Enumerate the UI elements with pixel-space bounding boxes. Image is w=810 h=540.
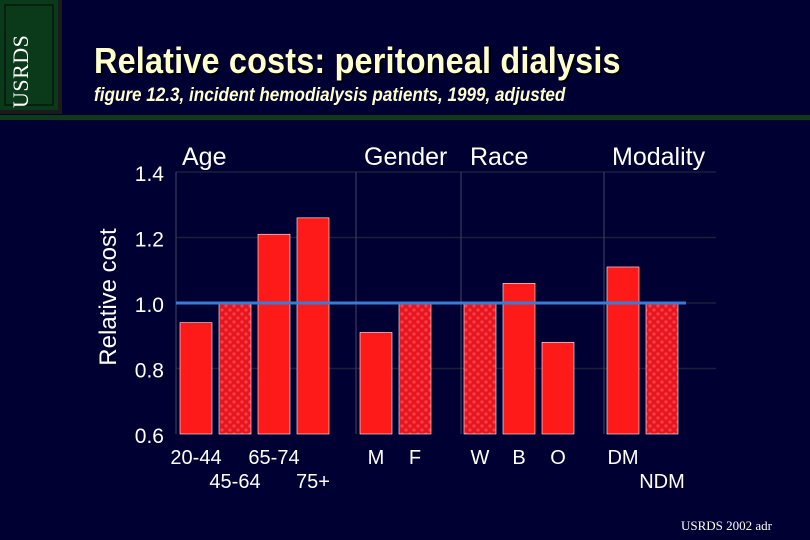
header-rule	[0, 115, 810, 120]
x-tick-label: M	[368, 447, 385, 469]
group-header-race: Race	[470, 143, 528, 171]
y-tick-label: 0.8	[135, 360, 164, 383]
bar-75-	[296, 217, 330, 435]
bar-b	[502, 283, 536, 435]
bar-f	[398, 302, 432, 435]
x-tick-label: DM	[607, 447, 638, 469]
y-tick-label: 0.6	[135, 425, 164, 448]
page-subtitle: figure 12.3, incident hemodialysis patie…	[94, 85, 566, 106]
bar-dm	[606, 266, 640, 435]
group-header-modality: Modality	[612, 143, 706, 171]
y-tick-label: 1.2	[135, 229, 164, 252]
x-tick-label: NDM	[639, 471, 685, 493]
x-tick-label: B	[512, 447, 525, 469]
logo-box: USRDS	[0, 0, 62, 114]
bar-m	[359, 332, 393, 435]
page-title: Relative costs: peritoneal dialysis	[94, 40, 621, 81]
bar-20-44	[179, 322, 213, 435]
group-header-gender: Gender	[364, 143, 447, 171]
x-tick-label: 45-64	[209, 471, 260, 493]
bar-65-74	[257, 233, 291, 435]
group-header-age: Age	[182, 143, 226, 171]
bar-ndm	[645, 302, 679, 435]
footer-credit: USRDS 2002 adr	[680, 518, 772, 533]
y-axis-label: Relative cost	[95, 228, 122, 366]
x-tick-label: 75+	[296, 471, 330, 493]
x-tick-label: W	[471, 447, 490, 469]
x-tick-label: F	[409, 447, 421, 469]
bar-o	[541, 341, 575, 435]
bar-w	[463, 302, 497, 435]
x-tick-label: 65-74	[248, 447, 299, 469]
y-tick-label: 1.0	[135, 294, 164, 317]
x-tick-label: O	[550, 447, 566, 469]
x-tick-label: 20-44	[170, 447, 221, 469]
logo-frame	[4, 4, 54, 106]
y-tick-label: 1.4	[135, 163, 165, 186]
bar-45-64	[218, 302, 252, 435]
